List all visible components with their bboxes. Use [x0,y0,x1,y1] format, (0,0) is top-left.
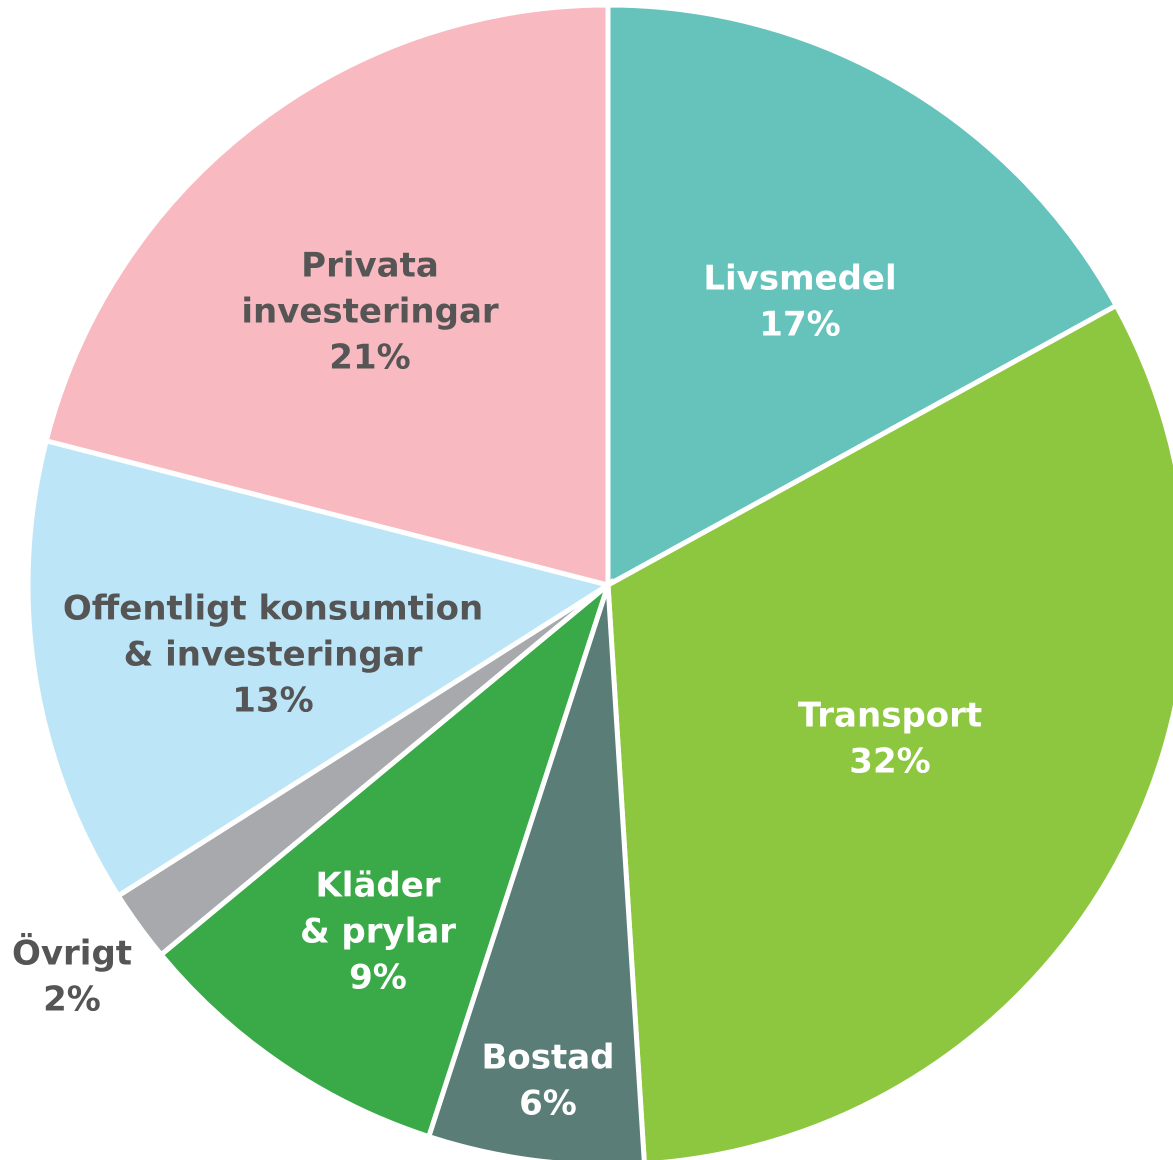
slice-label: Transport [798,696,982,736]
value-label: 17% [759,305,840,345]
slice-label: investeringar [241,292,499,332]
slice-label: Bostad [481,1038,614,1078]
slice-label: Övrigt [12,933,132,974]
value-label: 21% [329,338,410,378]
slice-label: Offentligt konsumtion [63,589,483,629]
value-label: 6% [519,1084,577,1124]
pie-slice [25,437,615,900]
pie-slice [605,2,1120,590]
pie-slice [157,577,614,1140]
pie-slice [605,302,1173,1160]
slice-label: & investeringar [124,635,423,675]
pie-slice [43,2,611,589]
slice-label: Kläder [315,866,440,906]
slice-label: & prylar [300,912,456,952]
slice-label: Livsmedel [703,259,896,299]
pie-slice [425,584,647,1160]
value-label: 13% [232,681,313,721]
slice-label: Privata [301,246,439,286]
value-label: 9% [349,958,407,998]
value-label: 2% [43,980,101,1020]
value-label: 32% [849,742,930,782]
